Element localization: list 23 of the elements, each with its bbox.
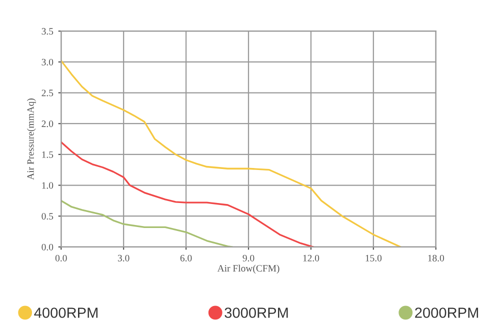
x-tick-label: 0.0 (55, 254, 67, 262)
y-axis-title: Air Pressure(mmAq) (26, 98, 36, 180)
x-tick-label: 18.0 (428, 254, 444, 262)
y-tick-label: 0.5 (42, 213, 54, 220)
x-axis-title: Air Flow(CFM) (217, 264, 280, 274)
x-tick-label: 12.0 (303, 254, 320, 262)
x-tick-label: 6.0 (180, 254, 192, 262)
y-tick-label: 0.0 (42, 244, 54, 250)
line-series (61, 141, 314, 247)
y-tick-label: 2.0 (42, 120, 54, 128)
y-tick-label: 1.5 (42, 151, 54, 158)
y-tick-label: 3.5 (42, 28, 54, 35)
y-tick-label: 1.0 (42, 182, 54, 189)
x-tick-label: 9.0 (242, 254, 254, 262)
line-series (61, 200, 233, 247)
x-tick-label: 15.0 (366, 254, 382, 262)
x-tick-label: 3.0 (118, 254, 130, 262)
y-tick-label: 2.5 (42, 90, 54, 96)
y-tick-label: 3.0 (42, 58, 54, 66)
line-series (61, 60, 402, 247)
legend-label: 4000RPM (34, 308, 98, 318)
legend-label: 2000RPM (415, 308, 478, 318)
legend-label: 3000RPM (224, 308, 288, 318)
